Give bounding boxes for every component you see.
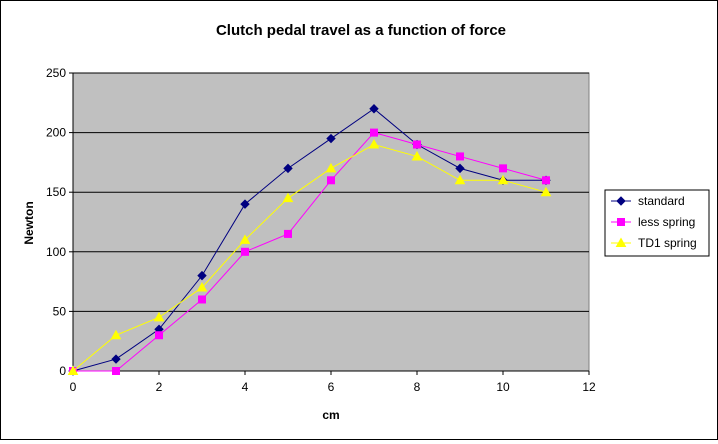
data-point — [153, 311, 165, 322]
data-point — [196, 282, 208, 292]
data-point — [239, 234, 251, 244]
legend-label: standard — [638, 194, 685, 208]
data-point — [326, 133, 336, 144]
data-point — [110, 329, 122, 340]
data-point — [499, 164, 507, 173]
data-point — [241, 247, 249, 256]
data-point — [327, 176, 335, 185]
data-point — [540, 186, 552, 197]
x-axis-label: cm — [322, 408, 339, 422]
plot-area — [72, 72, 590, 372]
y-tick-label: 0 — [59, 364, 66, 378]
x-tick-label: 8 — [414, 380, 421, 394]
data-point — [454, 174, 466, 185]
legend-item: standard — [611, 194, 685, 208]
x-tick-label: 12 — [582, 380, 596, 394]
data-point — [411, 150, 423, 161]
y-tick-label: 250 — [46, 66, 66, 80]
series-line — [72, 108, 546, 372]
y-tick-label: 150 — [46, 185, 66, 199]
data-point — [198, 295, 206, 304]
series-td1-spring — [67, 139, 552, 375]
legend-label: less spring — [638, 215, 695, 229]
data-point — [67, 365, 79, 375]
data-point — [112, 367, 120, 375]
y-tick-label: 100 — [46, 245, 66, 259]
x-tick-label: 0 — [70, 380, 77, 394]
y-tick-label: 200 — [46, 126, 66, 140]
y-axis-label: Newton — [22, 201, 36, 244]
legend: standard less spring TD1 spring — [604, 189, 710, 257]
y-tick-label: 50 — [53, 304, 67, 318]
data-point — [284, 229, 292, 238]
legend-item: less spring — [611, 215, 695, 229]
x-tick-label: 2 — [156, 380, 163, 394]
series-line — [73, 132, 547, 372]
data-point — [413, 140, 421, 149]
data-point — [325, 162, 337, 173]
data-point — [283, 163, 293, 174]
data-point — [155, 331, 163, 340]
data-point — [111, 354, 121, 364]
data-point — [240, 199, 250, 209]
x-tick-label: 6 — [328, 380, 335, 394]
data-point — [368, 139, 380, 149]
x-tick-label: 10 — [496, 380, 510, 394]
series-standard — [68, 104, 551, 376]
legend-item: TD1 spring — [611, 236, 697, 250]
data-point — [542, 176, 550, 185]
legend-marker — [615, 237, 627, 247]
data-point — [456, 152, 464, 161]
legend-marker — [617, 218, 625, 226]
x-tick-label: 4 — [242, 380, 249, 394]
series-line — [72, 143, 547, 372]
data-point — [197, 270, 207, 281]
legend-label: TD1 spring — [638, 236, 697, 250]
data-point — [282, 192, 294, 203]
legend-marker — [616, 196, 626, 206]
series-layer — [67, 104, 552, 376]
chart-title: Clutch pedal travel as a function of for… — [216, 22, 506, 39]
gridlines — [73, 72, 589, 312]
axes: 0 50 100 150 200 250 0 2 4 6 8 10 12 — [46, 66, 596, 394]
data-point — [497, 174, 509, 185]
data-point — [455, 163, 465, 174]
data-point — [370, 128, 378, 137]
data-point — [369, 104, 379, 114]
series-less-spring — [69, 128, 550, 375]
